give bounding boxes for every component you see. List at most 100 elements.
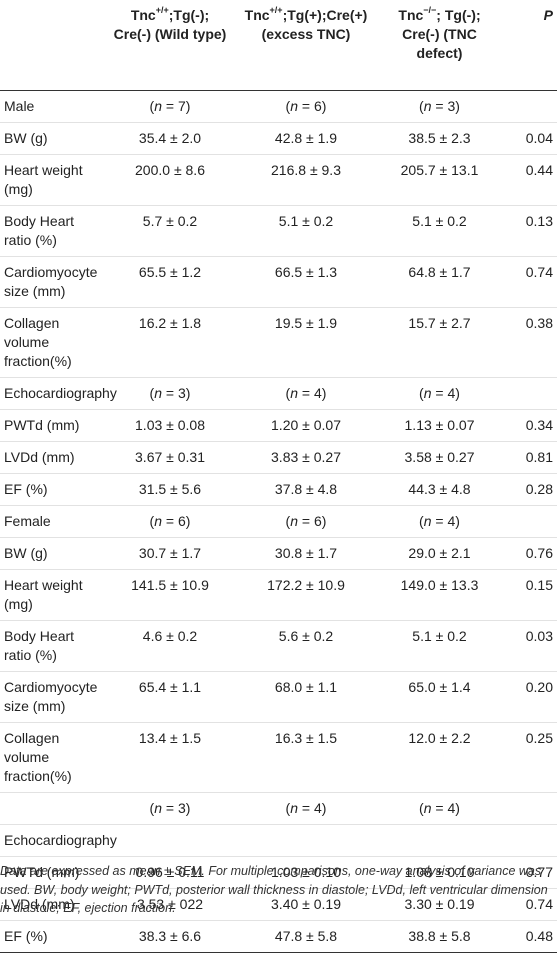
- table-row: LVDd (mm) 3.53 ± 022 3.40 ± 0.19 3.30 ± 0.1…: [0, 888, 557, 921]
- group-size-value: 6: [177, 513, 186, 529]
- group-size-value: 3: [177, 800, 186, 816]
- value-cell-3: 29.0 ± 2.1: [375, 537, 504, 570]
- equals-sign: =: [298, 98, 314, 114]
- value-cell-1: 30.7 ± 1.7: [103, 537, 237, 570]
- value-cell-1: 31.5 ± 5.6: [103, 473, 237, 506]
- n-symbol: n: [154, 800, 163, 816]
- group-size-value: 4: [447, 513, 456, 529]
- close-paren: ): [455, 800, 460, 816]
- value-cell-2: 5.1 ± 0.2: [237, 205, 375, 257]
- header-empty-cell: [0, 0, 103, 91]
- header-tnc-defect-sup: −/−: [423, 5, 437, 16]
- value-cell-2: 19.5 ± 1.9: [237, 307, 375, 378]
- table-row: LVDd (mm) 3.67 ± 0.31 3.83 ± 0.27 3.58 ± 0.…: [0, 441, 557, 474]
- table-row: (n = 3) (n = 4) (n = 4): [0, 792, 557, 825]
- group-size-value: 3: [447, 98, 456, 114]
- equals-sign: =: [162, 385, 178, 401]
- equals-sign: =: [162, 800, 178, 816]
- p-value-cell: 0.38: [504, 307, 557, 378]
- row-label: Collagen volume fraction(%): [0, 307, 103, 378]
- table-header: Tnc+/+;Tg(-); Cre(-) (Wild type) Tnc+/+;…: [0, 0, 557, 91]
- open-paren: (: [149, 385, 155, 401]
- p-value-cell: 0.74: [504, 256, 557, 308]
- n-symbol: n: [423, 800, 432, 816]
- close-paren: ): [321, 513, 327, 529]
- value-cell-3: 205.7 ± 13.1: [375, 154, 504, 206]
- p-value-cell: 0.76: [504, 537, 557, 570]
- p-value-cell: [504, 792, 557, 825]
- equals-sign: =: [298, 800, 314, 816]
- value-cell-2: 16.3 ± 1.5: [237, 722, 375, 793]
- value-cell-2: 1.20 ± 0.07: [237, 409, 375, 442]
- n-symbol: n: [154, 98, 163, 114]
- open-paren: (: [285, 800, 291, 816]
- value-cell-2: 66.5 ± 1.3: [237, 256, 375, 308]
- table-row: Heart weight (mg) 141.5 ± 10.9 172.2 ± 10.…: [0, 569, 557, 621]
- value-cell-2: 37.8 ± 4.8: [237, 473, 375, 506]
- p-value-cell: [504, 505, 557, 538]
- value-cell-3: 64.8 ± 1.7: [375, 256, 504, 308]
- close-paren: ): [185, 385, 191, 401]
- row-label: BW (g): [0, 122, 103, 155]
- table-body: Male (n = 7) (n = 6) (n = 3) BW (g) 35.4 ± 2.…: [0, 90, 557, 953]
- table-row: Female (n = 6) (n = 6) (n = 4): [0, 505, 557, 538]
- n-symbol: n: [423, 385, 432, 401]
- p-value-cell: 0.81: [504, 441, 557, 474]
- table-row: Heart weight (mg) 200.0 ± 8.6 216.8 ± 9.3 2…: [0, 154, 557, 206]
- open-paren: (: [419, 98, 424, 114]
- row-label: EF (%): [0, 920, 103, 953]
- group-size-cell-1: (n = 6): [103, 505, 237, 538]
- header-wild-type-sup: +/+: [155, 5, 169, 16]
- n-symbol: n: [423, 513, 432, 529]
- close-paren: ): [321, 385, 327, 401]
- equals-sign: =: [431, 385, 448, 401]
- row-label: Cardiomyocyte size (mm): [0, 256, 103, 308]
- equals-sign: =: [431, 513, 448, 529]
- value-cell-2: 216.8 ± 9.3: [237, 154, 375, 206]
- value-cell-3: 38.8 ± 5.8: [375, 920, 504, 953]
- group-size-value: 6: [313, 513, 322, 529]
- group-size-value: 3: [177, 385, 186, 401]
- row-label: Body Heart ratio (%): [0, 205, 103, 257]
- open-paren: (: [419, 385, 424, 401]
- p-value-cell: 0.04: [504, 122, 557, 155]
- header-excess-tnc-line2: (excess TNC): [261, 26, 351, 42]
- value-cell-3: 44.3 ± 4.8: [375, 473, 504, 506]
- header-tnc-defect-line2: Cre(-) (TNC: [402, 26, 477, 42]
- group-size-cell-2: (n = 6): [237, 90, 375, 123]
- header-excess-tnc-base: Tnc: [244, 7, 270, 23]
- table-row: Echocardiography (n = 3) (n = 4) (n = 4): [0, 377, 557, 410]
- equals-sign: =: [431, 98, 448, 114]
- group-size-cell-1: (n = 3): [103, 377, 237, 410]
- close-paren: ): [185, 98, 191, 114]
- value-cell-1: 0.96 ± 0.11: [103, 856, 237, 889]
- group-size-cell-2: (n = 4): [237, 377, 375, 410]
- p-value-cell: 0.44: [504, 154, 557, 206]
- value-cell-3: 1.08 ± 0.10: [375, 856, 504, 889]
- header-wild-type-line2: Cre(-) (Wild type): [113, 26, 227, 42]
- value-cell-1: 5.7 ± 0.2: [103, 205, 237, 257]
- open-paren: (: [419, 513, 424, 529]
- header-p-value: P: [504, 0, 557, 91]
- equals-sign: =: [162, 98, 178, 114]
- p-value-cell: 0.03: [504, 620, 557, 672]
- row-label: PWTd (mm): [0, 856, 103, 889]
- value-cell-1: 65.4 ± 1.1: [103, 671, 237, 723]
- row-label: Body Heart ratio (%): [0, 620, 103, 672]
- p-value-cell: [504, 377, 557, 410]
- header-tnc-defect-line3: defect): [416, 45, 463, 61]
- value-cell-2: 5.6 ± 0.2: [237, 620, 375, 672]
- value-cell-2: 30.8 ± 1.7: [237, 537, 375, 570]
- value-cell-2: 68.0 ± 1.1: [237, 671, 375, 723]
- group-size-value: 4: [313, 385, 322, 401]
- table-row: PWTd (mm) 1.03 ± 0.08 1.20 ± 0.07 1.13 ± 0.…: [0, 409, 557, 442]
- table-footnote: Data are expressed as mean ± SEM. For mu…: [0, 864, 548, 915]
- value-cell-3: 65.0 ± 1.4: [375, 671, 504, 723]
- group-size-cell-2: (n = 6): [237, 505, 375, 538]
- open-paren: (: [285, 513, 291, 529]
- header-tnc-defect-base: Tnc: [398, 7, 424, 23]
- open-paren: (: [419, 800, 424, 816]
- p-value-cell: 0.20: [504, 671, 557, 723]
- group-size-cell-3: (n = 4): [375, 505, 504, 538]
- table-row: Echocardiography: [0, 824, 557, 857]
